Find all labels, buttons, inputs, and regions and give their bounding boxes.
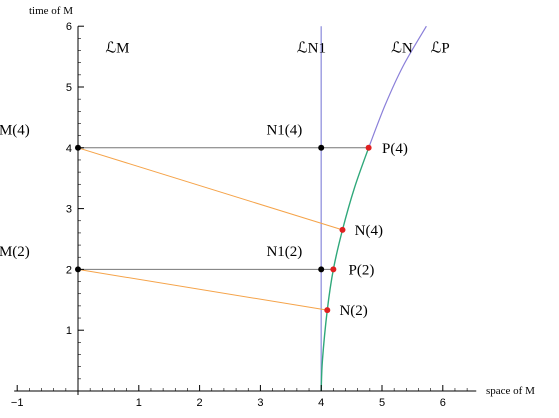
light-signal-line: [77, 147, 343, 231]
y-tick-label: 1: [66, 325, 72, 337]
event-label: N(2): [339, 303, 367, 319]
event-point: [365, 144, 372, 151]
y-tick-label: 4: [66, 143, 72, 155]
x-tick-label: 5: [379, 397, 385, 409]
y-tick-label: 5: [66, 82, 72, 94]
y-tick-label: 6: [66, 21, 72, 33]
event-label: M(4): [0, 123, 30, 139]
x-tick-label: 6: [440, 397, 446, 409]
x-axis-label: space of M: [486, 385, 535, 397]
event-label: P(4): [382, 141, 408, 157]
event-label: N(4): [355, 223, 383, 239]
event-point: [324, 307, 331, 314]
labels-layer: M(4) M(2) N1(4) N1(2) P(4) N(4) P(2) N(2) ℒM ℒN1 ℒ…: [0, 40, 450, 319]
worldline-label: ℒN: [391, 40, 413, 56]
y-tick-label: 3: [66, 204, 72, 216]
event-point: [318, 266, 325, 273]
worldline-label: ℒP: [431, 40, 450, 56]
axes: −1 1 2 3 4 5 6 1 2 3 4 5 6: [11, 21, 477, 409]
event-point: [75, 144, 81, 151]
worldline-label: ℒN1: [297, 40, 326, 56]
x-tick-label: 3: [257, 397, 263, 409]
event-label: M(2): [0, 244, 30, 260]
event-label: N1(4): [266, 123, 302, 139]
event-point: [339, 226, 346, 233]
x-tick-label: 4: [318, 397, 324, 409]
event-point: [318, 144, 325, 151]
event-point: [330, 266, 337, 273]
event-point: [75, 266, 81, 273]
worldline-label: ℒM: [105, 40, 129, 56]
y-axis-label: time of M: [29, 5, 73, 17]
x-tick-label: 1: [136, 397, 142, 409]
x-tick-label: 2: [197, 397, 203, 409]
y-tick-label: 2: [66, 264, 72, 276]
light-signal-line: [77, 268, 328, 311]
points-layer: [75, 144, 372, 314]
lines-layer: [77, 25, 427, 392]
event-label: N1(2): [266, 244, 302, 260]
worldline-p: [368, 25, 427, 149]
event-label: P(2): [349, 262, 375, 278]
x-tick-label: −1: [11, 397, 24, 409]
